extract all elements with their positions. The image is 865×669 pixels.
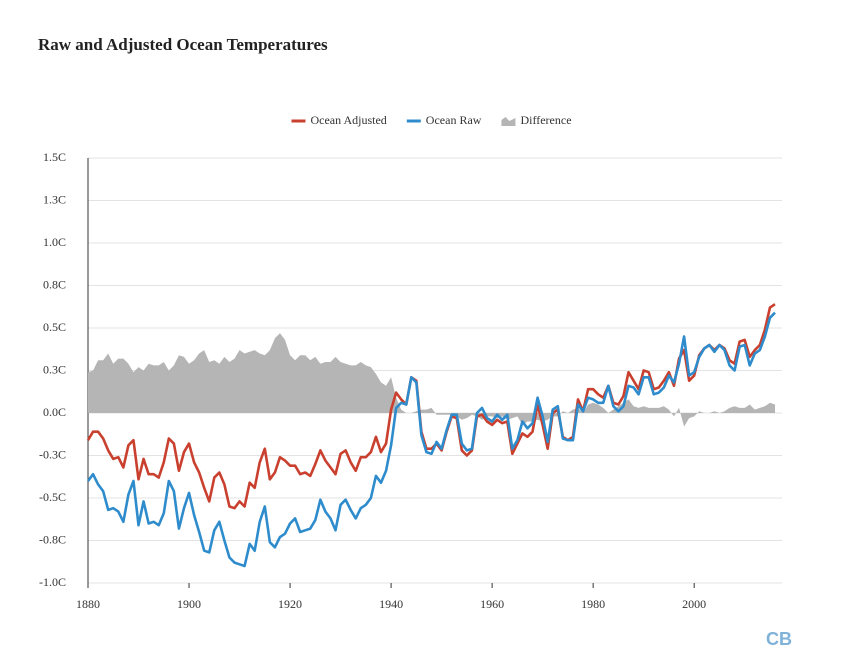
x-tick-label: 1900 [177, 597, 201, 611]
legend: Ocean Adjusted Ocean Raw Difference [291, 113, 572, 127]
chart-title: Raw and Adjusted Ocean Temperatures [38, 35, 328, 54]
legend-label: Ocean Adjusted [310, 113, 386, 127]
y-tick-label: 0.3C [43, 362, 66, 376]
legend-swatch [501, 117, 516, 126]
series-line [86, 311, 776, 568]
y-tick-label: 0.8C [43, 277, 66, 291]
brand-logo: CB [766, 629, 792, 649]
y-tick-label: 0.5C [43, 320, 66, 334]
y-tick-label: 1.5C [43, 150, 66, 164]
series-line [86, 303, 776, 510]
y-tick-label: -0.3C [39, 447, 66, 461]
y-tick-label: 0.0C [43, 405, 66, 419]
difference-area [88, 333, 775, 427]
y-tick-label: 1.3C [43, 192, 66, 206]
x-tick-label: 1940 [379, 597, 403, 611]
y-tick-label: -0.8C [39, 532, 66, 546]
x-tick-label: 1960 [480, 597, 504, 611]
x-tick-label: 2000 [682, 597, 706, 611]
x-tick-label: 1980 [581, 597, 605, 611]
x-tick-label: 1920 [278, 597, 302, 611]
legend-label: Ocean Raw [426, 113, 482, 127]
y-tick-label: -1.0C [39, 575, 66, 589]
x-tick-label: 1880 [76, 597, 100, 611]
legend-label: Difference [520, 113, 571, 127]
y-tick-label: 1.0C [43, 235, 66, 249]
y-tick-label: -0.5C [39, 490, 66, 504]
